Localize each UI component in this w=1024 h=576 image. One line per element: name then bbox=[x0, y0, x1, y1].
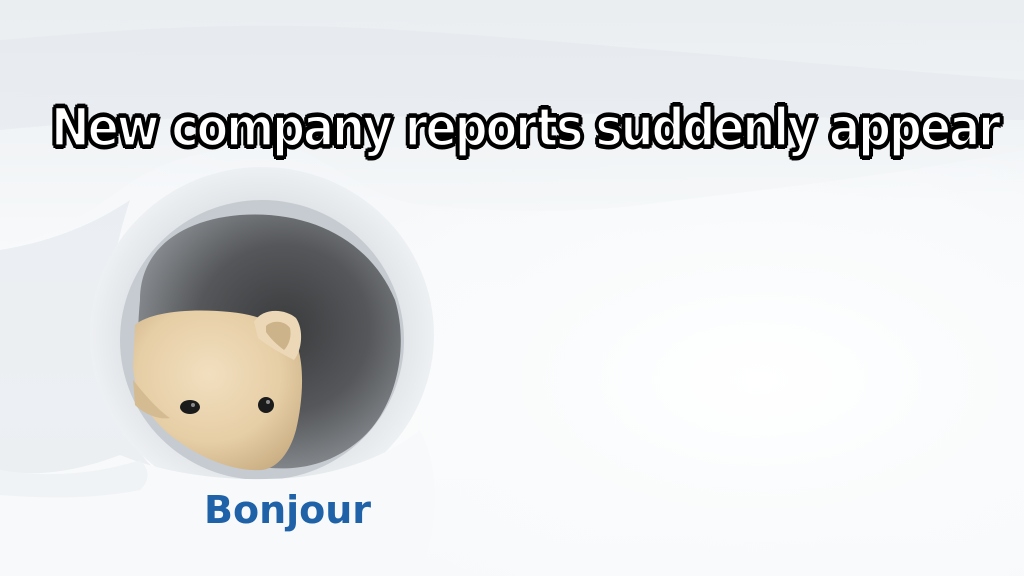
meme-caption: New company reports suddenly appear bbox=[50, 95, 1002, 159]
polar-bear bbox=[133, 310, 303, 471]
bear-label: Bonjour bbox=[204, 488, 372, 532]
